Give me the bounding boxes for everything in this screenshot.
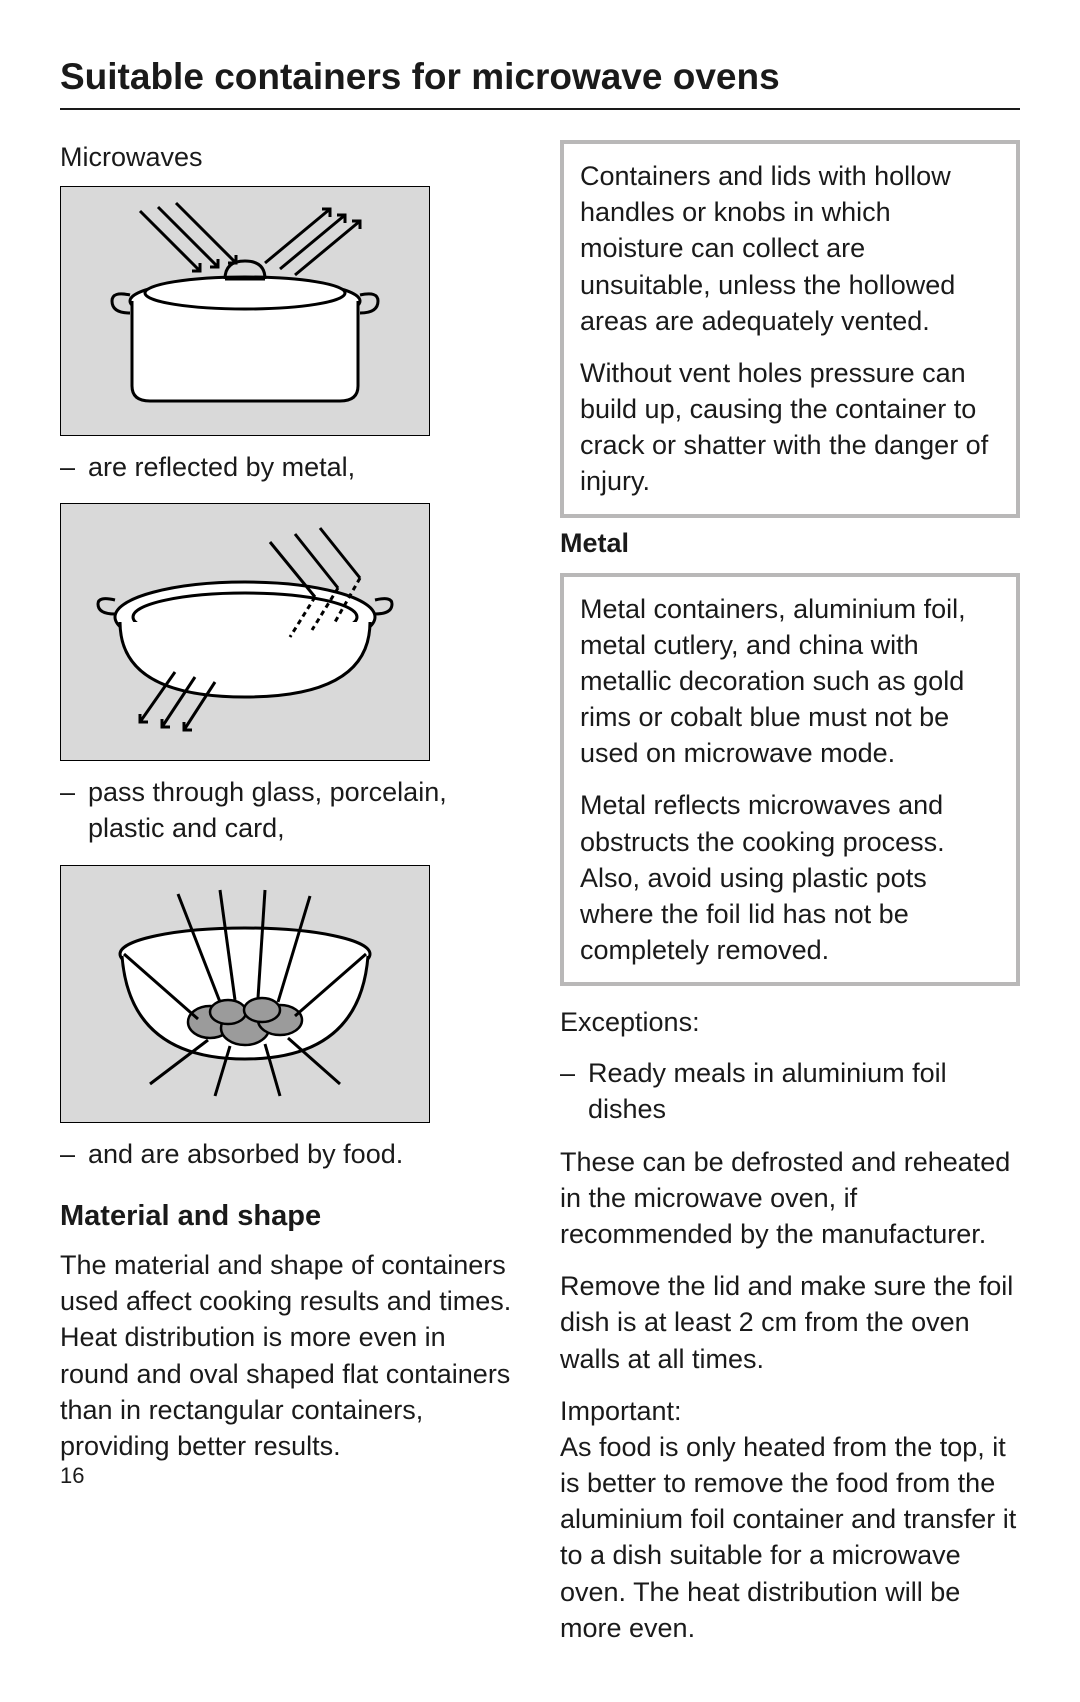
bowl-absorb-svg: [80, 884, 410, 1104]
dash-icon: –: [560, 1056, 588, 1092]
callout-metal: Metal containers, aluminium foil, metal …: [560, 573, 1020, 987]
caption-1-row: – are reflected by metal,: [60, 450, 520, 486]
figure-3: [60, 865, 430, 1123]
title-rule: [60, 108, 1020, 110]
exception-item-row: – Ready meals in aluminium foil dishes: [560, 1056, 1020, 1127]
right-column: Containers and lids with hollow handles …: [560, 140, 1020, 1662]
dish-pass-svg: [80, 522, 410, 742]
caption-3-row: – and are absorbed by food.: [60, 1137, 520, 1173]
dash-icon: –: [60, 775, 88, 811]
page-number: 16: [60, 1463, 84, 1489]
callout1-p2: Without vent holes pressure can build up…: [580, 355, 1000, 500]
important-text: As food is only heated from the top, it …: [560, 1429, 1020, 1646]
pot-reflect-svg: [80, 201, 410, 421]
important-label: Important:: [560, 1393, 1020, 1429]
figure-1: [60, 186, 430, 436]
exception-item: Ready meals in aluminium foil dishes: [588, 1056, 1020, 1127]
callout2-p2: Metal reflects microwaves and obstructs …: [580, 787, 1000, 968]
figure-2: [60, 503, 430, 761]
callout2-p1: Metal containers, aluminium foil, metal …: [580, 591, 1000, 772]
figure-1-wrap: – are reflected by metal,: [60, 186, 520, 486]
microwaves-label: Microwaves: [60, 140, 520, 176]
callout1-p1: Containers and lids with hollow handles …: [580, 158, 1000, 339]
exc-para-2: Remove the lid and make sure the foil di…: [560, 1268, 1020, 1377]
dash-icon: –: [60, 450, 88, 486]
material-shape-heading: Material and shape: [60, 1200, 520, 1233]
figure-2-wrap: – pass through glass, porcelain, plastic…: [60, 503, 520, 846]
caption-3: and are absorbed by food.: [88, 1137, 403, 1173]
left-column: Microwaves: [60, 140, 520, 1662]
caption-2-row: – pass through glass, porcelain, plastic…: [60, 775, 520, 846]
exceptions-label: Exceptions:: [560, 1004, 1020, 1040]
page-title: Suitable containers for microwave ovens: [60, 56, 1020, 98]
caption-1: are reflected by metal,: [88, 450, 355, 486]
page: Suitable containers for microwave ovens …: [0, 0, 1080, 1702]
dash-icon: –: [60, 1137, 88, 1173]
metal-heading: Metal: [560, 528, 1020, 559]
callout-hollow-handles: Containers and lids with hollow handles …: [560, 140, 1020, 518]
caption-2: pass through glass, porcelain, plastic a…: [88, 775, 520, 846]
figure-3-wrap: – and are absorbed by food.: [60, 865, 520, 1173]
exc-para-1: These can be defrosted and reheated in t…: [560, 1144, 1020, 1253]
two-columns: Microwaves: [60, 140, 1020, 1662]
material-shape-text: The material and shape of containers use…: [60, 1247, 520, 1464]
